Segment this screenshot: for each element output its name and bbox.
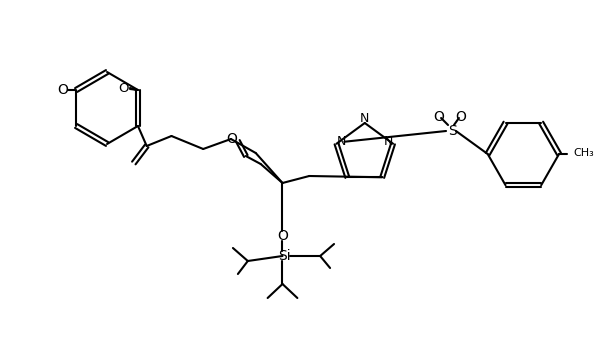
Text: N: N <box>337 135 346 148</box>
Text: N: N <box>360 112 370 124</box>
Text: O: O <box>57 83 68 97</box>
Text: O: O <box>227 132 237 146</box>
Text: O: O <box>434 110 444 124</box>
Text: CH₃: CH₃ <box>573 148 594 158</box>
Text: S: S <box>448 124 457 138</box>
Text: O: O <box>456 110 466 124</box>
Text: N: N <box>383 135 393 148</box>
Text: O: O <box>277 229 288 243</box>
Text: Si: Si <box>278 249 291 263</box>
Text: O: O <box>118 83 129 95</box>
